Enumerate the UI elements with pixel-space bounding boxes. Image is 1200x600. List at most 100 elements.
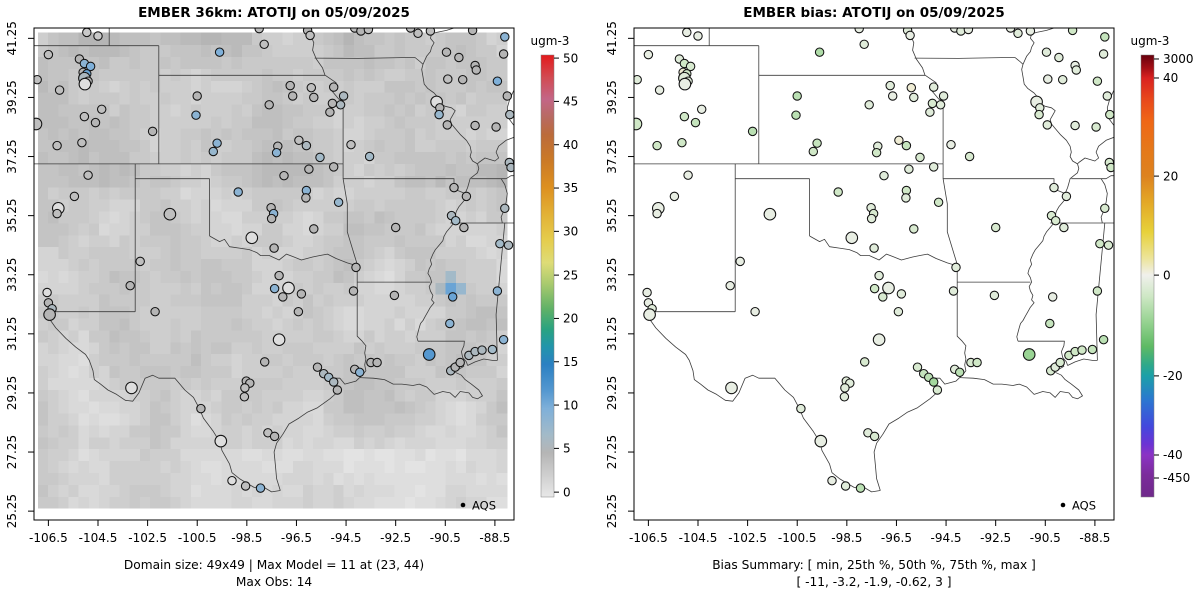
station-dot	[964, 151, 975, 162]
boundary-polyline	[416, 28, 480, 342]
station-dot	[791, 110, 801, 120]
station-dot	[301, 193, 311, 203]
station-dot	[725, 280, 735, 291]
station-dot	[989, 290, 1000, 301]
station-dot	[642, 287, 652, 298]
y-tick-label: 41.25	[605, 21, 619, 55]
station-dot	[492, 76, 503, 86]
plot-box-border	[633, 27, 1115, 521]
station-dot	[954, 367, 965, 378]
station-dot	[125, 280, 135, 291]
station-dot	[896, 289, 907, 299]
station-dot	[912, 362, 923, 372]
station-dot	[346, 139, 356, 150]
station-dot	[348, 286, 359, 296]
x-tick-label: -104.5	[79, 531, 118, 545]
colorbar-tick-label: 40	[1163, 71, 1178, 85]
station-dot	[901, 193, 911, 203]
colorbar-tick-label: 25	[563, 268, 578, 282]
station-dot	[1061, 191, 1072, 202]
station-dot	[445, 318, 455, 329]
bias-aqs-legend: AQS	[1060, 499, 1096, 513]
station-dot	[1103, 240, 1114, 250]
x-tick-label: -98.5	[831, 531, 862, 545]
bias-stations-layer	[634, 28, 1114, 493]
state-boundary-lines	[634, 28, 1114, 493]
station-dot	[928, 377, 939, 387]
station-dot	[928, 82, 939, 92]
station-dot	[434, 109, 444, 120]
station-dot	[255, 483, 266, 493]
x-tick-label: -98.5	[231, 531, 262, 545]
station-dot	[812, 138, 822, 148]
y-tick-label: 37.25	[5, 139, 19, 173]
aqs-dot-icon	[1060, 502, 1066, 508]
station-dot	[1022, 348, 1036, 361]
bias-map-panel: EMBER bias: ATOTIJ on 05/09/2025 -106.5-…	[605, 5, 1194, 589]
station-dot	[269, 243, 279, 253]
station-dot	[1067, 28, 1078, 36]
station-dot	[447, 292, 458, 302]
boundary-polyline	[1018, 340, 1068, 366]
x-tick-label: -106.5	[629, 531, 668, 545]
station-dot	[459, 222, 469, 233]
station-dot	[652, 208, 662, 219]
station-dot	[505, 109, 514, 120]
x-tick-label: -106.5	[29, 531, 68, 545]
station-dot	[191, 110, 201, 120]
station-dot	[271, 147, 282, 158]
station-dot	[1050, 215, 1061, 226]
station-dot	[34, 74, 42, 85]
x-tick-label: -94.5	[331, 531, 362, 545]
station-dot	[90, 117, 101, 128]
station-dot	[693, 31, 703, 41]
station-dot	[278, 292, 288, 302]
y-tick-label: 41.25	[5, 21, 19, 55]
boundary-polyline	[477, 136, 514, 165]
station-dot	[1057, 74, 1068, 85]
station-dot	[893, 306, 904, 317]
station-dot	[1049, 182, 1059, 193]
station-dot	[245, 231, 259, 245]
station-dot	[43, 308, 56, 321]
station-dot	[935, 100, 946, 110]
station-dot	[927, 98, 938, 109]
station-dot	[796, 403, 806, 414]
colorbar-tick-label: 40	[563, 138, 578, 152]
station-dot	[808, 146, 819, 157]
colorbar-tick-label: -450	[1163, 471, 1190, 485]
colorbar-tick-label: 0	[563, 485, 571, 499]
station-dot	[272, 333, 286, 347]
station-dot	[78, 77, 92, 91]
boundary-polyline	[942, 163, 967, 378]
plot-box-border	[33, 27, 515, 521]
station-dot	[696, 104, 707, 115]
station-dot	[454, 52, 464, 63]
colorbar-tick-label: 45	[563, 95, 578, 109]
station-dot	[735, 256, 745, 267]
station-dot	[909, 224, 919, 234]
station-dot	[1091, 122, 1101, 132]
boundary-polyline	[873, 377, 960, 491]
station-dot	[885, 80, 895, 91]
x-tick-label: -92.5	[380, 531, 411, 545]
station-dot	[725, 381, 738, 395]
station-dot	[309, 224, 319, 234]
y-tick-label: 35.25	[605, 198, 619, 232]
station-dot	[690, 117, 701, 128]
station-dot	[654, 85, 665, 95]
y-tick-label: 25.25	[605, 494, 619, 528]
station-dot	[312, 362, 323, 372]
station-dot	[83, 170, 93, 180]
station-dot	[461, 191, 472, 202]
colorbar-tick-label: 3000	[1163, 52, 1194, 66]
station-dot	[948, 286, 959, 296]
station-dot	[1077, 345, 1087, 355]
station-dot	[305, 30, 315, 41]
station-dot	[259, 39, 269, 50]
boundary-polyline	[418, 340, 468, 366]
station-dot	[233, 187, 243, 197]
station-dot	[1070, 120, 1080, 131]
y-tick-label: 25.25	[5, 494, 19, 528]
station-dot	[477, 345, 487, 355]
